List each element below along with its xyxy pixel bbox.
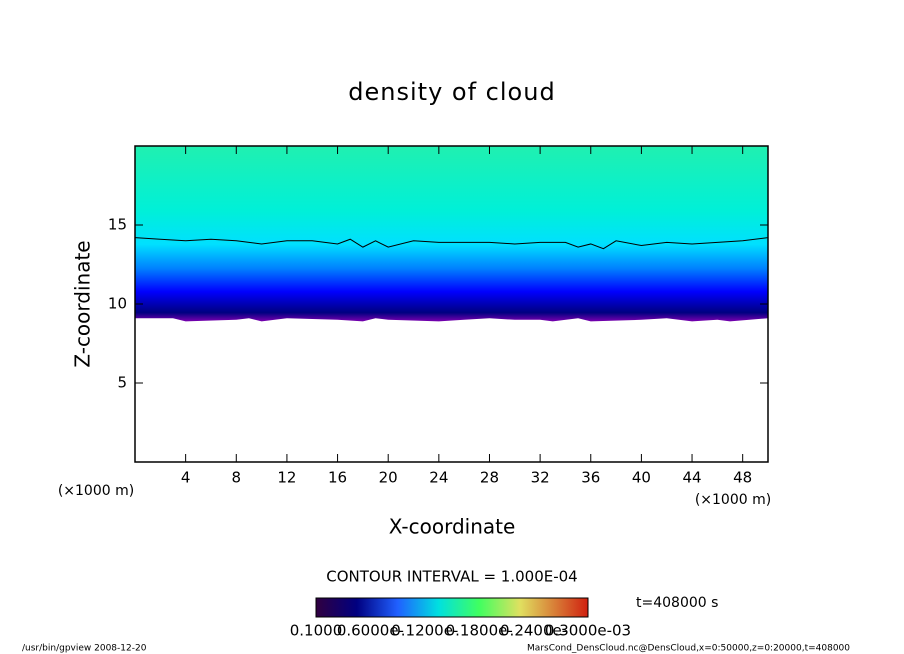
colorbar-title: CONTOUR INTERVAL = 1.000E-04: [326, 568, 577, 586]
x-tick-label: 20: [379, 469, 398, 487]
y-tick-label: 15: [108, 216, 127, 234]
colorbar-label: 0.3000e-03: [545, 622, 631, 640]
contour-line: [134, 237, 769, 250]
x-tick-label: 8: [232, 469, 242, 487]
colorbar-label: 0.1800e-: [446, 622, 513, 640]
x-tick-label: 12: [277, 469, 296, 487]
x-axis-label: X-coordinate: [389, 515, 516, 539]
x-unit: (×1000 m): [695, 492, 771, 508]
time-label: t=408000 s: [636, 595, 718, 611]
colorbar-label: 0.6000e-: [337, 622, 404, 640]
x-tick-label: 36: [581, 469, 600, 487]
footer-left: /usr/bin/gpview 2008-12-20: [22, 644, 147, 654]
x-tick-label: 28: [480, 469, 499, 487]
cloud-field: [135, 146, 768, 322]
y-axis-label: Z-coordinate: [71, 240, 95, 367]
footer-right: MarsCond_DensCloud.nc@DensCloud,x=0:5000…: [527, 644, 850, 654]
colorbar-label: 0.1200e-: [391, 622, 458, 640]
x-tick-label: 4: [181, 469, 191, 487]
x-tick-label: 48: [733, 469, 752, 487]
x-tick-label: 24: [429, 469, 448, 487]
y-tick-label: 10: [108, 295, 127, 313]
x-tick-label: 32: [531, 469, 550, 487]
x-tick-label: 40: [632, 469, 651, 487]
colorbar: [315, 597, 589, 618]
y-tick-label: 5: [117, 374, 127, 392]
chart-title: density of cloud: [348, 78, 555, 106]
x-tick-label: 44: [682, 469, 701, 487]
x-tick-label: 16: [328, 469, 347, 487]
y-unit: (×1000 m): [58, 483, 134, 499]
colorbar-label: 0.2400e-: [500, 622, 567, 640]
colorbar-label: 0.1000: [290, 622, 343, 640]
